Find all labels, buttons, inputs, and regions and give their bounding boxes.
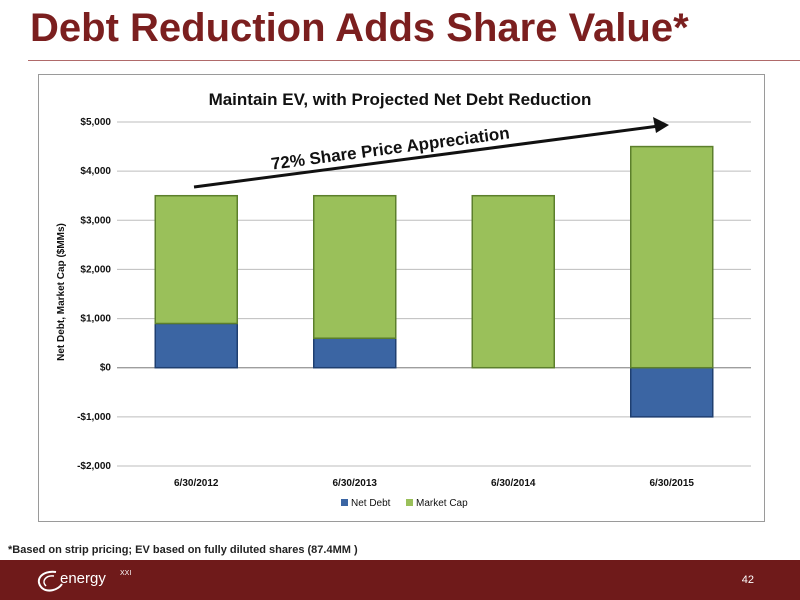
legend: Net Debt Market Cap	[341, 498, 468, 509]
bar-market-cap	[154, 194, 238, 325]
y-axis-ticks: -$2,000 -$1,000 $0 $1,000 $2,000 $3,000 $4,000…	[77, 117, 111, 472]
x-tick-label: 6/30/2012	[174, 478, 219, 489]
logo-superscript: XXI	[120, 570, 132, 577]
legend-swatch	[406, 499, 413, 506]
y-tick-label: $5,000	[80, 117, 111, 128]
title-divider	[28, 60, 800, 61]
y-tick-label: $3,000	[80, 215, 111, 226]
bar-market-cap	[313, 194, 397, 339]
chart-container: Maintain EV, with Projected Net Debt Red…	[38, 74, 765, 522]
legend-label: Net Debt	[351, 498, 391, 509]
bars	[154, 145, 714, 418]
company-logo: energy XXI	[34, 568, 144, 594]
y-tick-label: $1,000	[80, 314, 111, 325]
footnote: *Based on strip pricing; EV based on ful…	[8, 544, 358, 556]
y-tick-label: -$2,000	[77, 461, 111, 472]
x-tick-label: 6/30/2014	[491, 478, 536, 489]
y-tick-label: -$1,000	[77, 412, 111, 423]
bar-net-debt	[313, 337, 397, 369]
swoosh-icon	[37, 570, 63, 592]
y-tick-label: $0	[100, 363, 112, 374]
y-tick-label: $4,000	[80, 166, 111, 177]
stacked-bar-chart: Maintain EV, with Projected Net Debt Red…	[56, 90, 751, 509]
bar-market-cap	[471, 194, 555, 369]
y-axis-label: Net Debt, Market Cap ($MMs)	[56, 223, 67, 361]
legend-label: Market Cap	[416, 498, 468, 509]
bar-market-cap	[630, 145, 714, 369]
annotation-arrow	[193, 117, 669, 189]
annotation-label: 72% Share Price Appreciation	[270, 123, 511, 173]
bar-net-debt	[154, 322, 238, 369]
bar-net-debt	[630, 366, 714, 418]
arrow-head-icon	[653, 117, 669, 133]
legend-swatch	[341, 499, 348, 506]
x-tick-label: 6/30/2013	[333, 478, 378, 489]
slide-title: Debt Reduction Adds Share Value*	[30, 6, 689, 50]
x-axis-ticks: 6/30/2012 6/30/2013 6/30/2014 6/30/2015	[174, 478, 694, 489]
x-tick-label: 6/30/2015	[650, 478, 695, 489]
logo-text: energy	[60, 570, 106, 587]
chart-title: Maintain EV, with Projected Net Debt Red…	[209, 90, 592, 109]
y-tick-label: $2,000	[80, 264, 111, 275]
page-number: 42	[741, 574, 754, 586]
footer-bar: energy XXI 42	[0, 560, 800, 600]
